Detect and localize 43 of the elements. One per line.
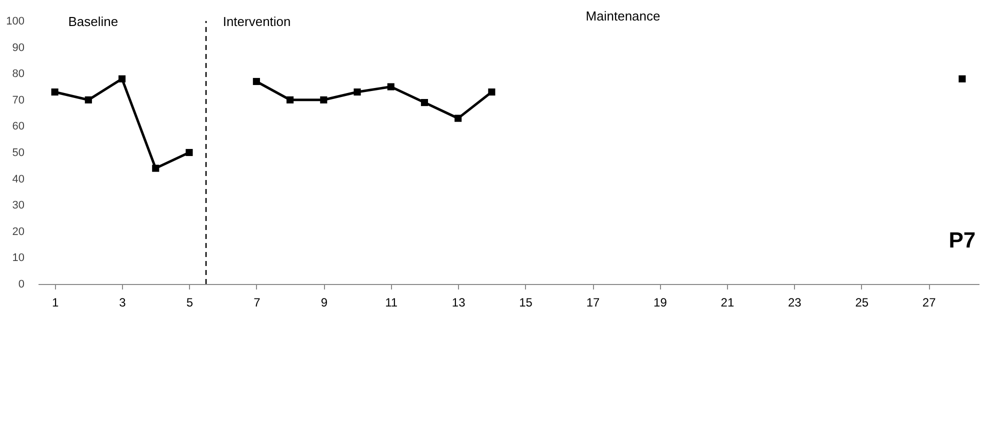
x-tick-label: 17 [586, 296, 600, 310]
y-tick-label: 30 [12, 200, 24, 212]
annotation: P7 [948, 227, 976, 252]
y-tick-label: 60 [12, 120, 24, 133]
point [420, 98, 428, 106]
x-tick-label: 19 [654, 296, 668, 310]
y-tick-label: 40 [12, 173, 24, 186]
x-tick-label: 13 [452, 296, 466, 310]
point [387, 83, 394, 90]
annotation: Maintenance [586, 8, 660, 24]
point [186, 148, 193, 156]
point [118, 75, 126, 82]
point [354, 88, 361, 96]
point [152, 164, 160, 172]
x-tick-label: 23 [788, 296, 802, 310]
point [320, 96, 328, 104]
x-tick-label: 3 [119, 296, 126, 310]
y-tick-label: 10 [12, 252, 24, 264]
y-tick-label: 50 [12, 147, 24, 159]
x-tick-label: 9 [320, 296, 328, 310]
y-tick-label: 80 [12, 68, 24, 80]
point [252, 78, 260, 86]
x-tick-label: 27 [922, 296, 936, 310]
point [454, 114, 462, 122]
point [286, 96, 294, 104]
y-tick-label: 20 [12, 226, 24, 238]
point [84, 96, 92, 104]
x-tick-label: 5 [186, 296, 194, 310]
point [958, 75, 966, 82]
x-tick-label: 1 [52, 296, 59, 310]
x-tick-label: 7 [254, 296, 261, 310]
y-tick-label: 100 [6, 16, 24, 28]
point [488, 88, 496, 96]
x-tick-label: 25 [855, 296, 869, 310]
y-tick-label: 90 [12, 42, 24, 54]
x-tick-label: 21 [720, 296, 734, 310]
x-tick-label: 15 [519, 296, 533, 310]
y-tick-label: 70 [12, 94, 24, 106]
annotation: Baseline [68, 14, 118, 29]
x-tick-label: 11 [385, 296, 398, 310]
point [51, 88, 58, 96]
y-tick-label: 0 [18, 278, 24, 290]
annotation: Intervention [222, 14, 291, 29]
